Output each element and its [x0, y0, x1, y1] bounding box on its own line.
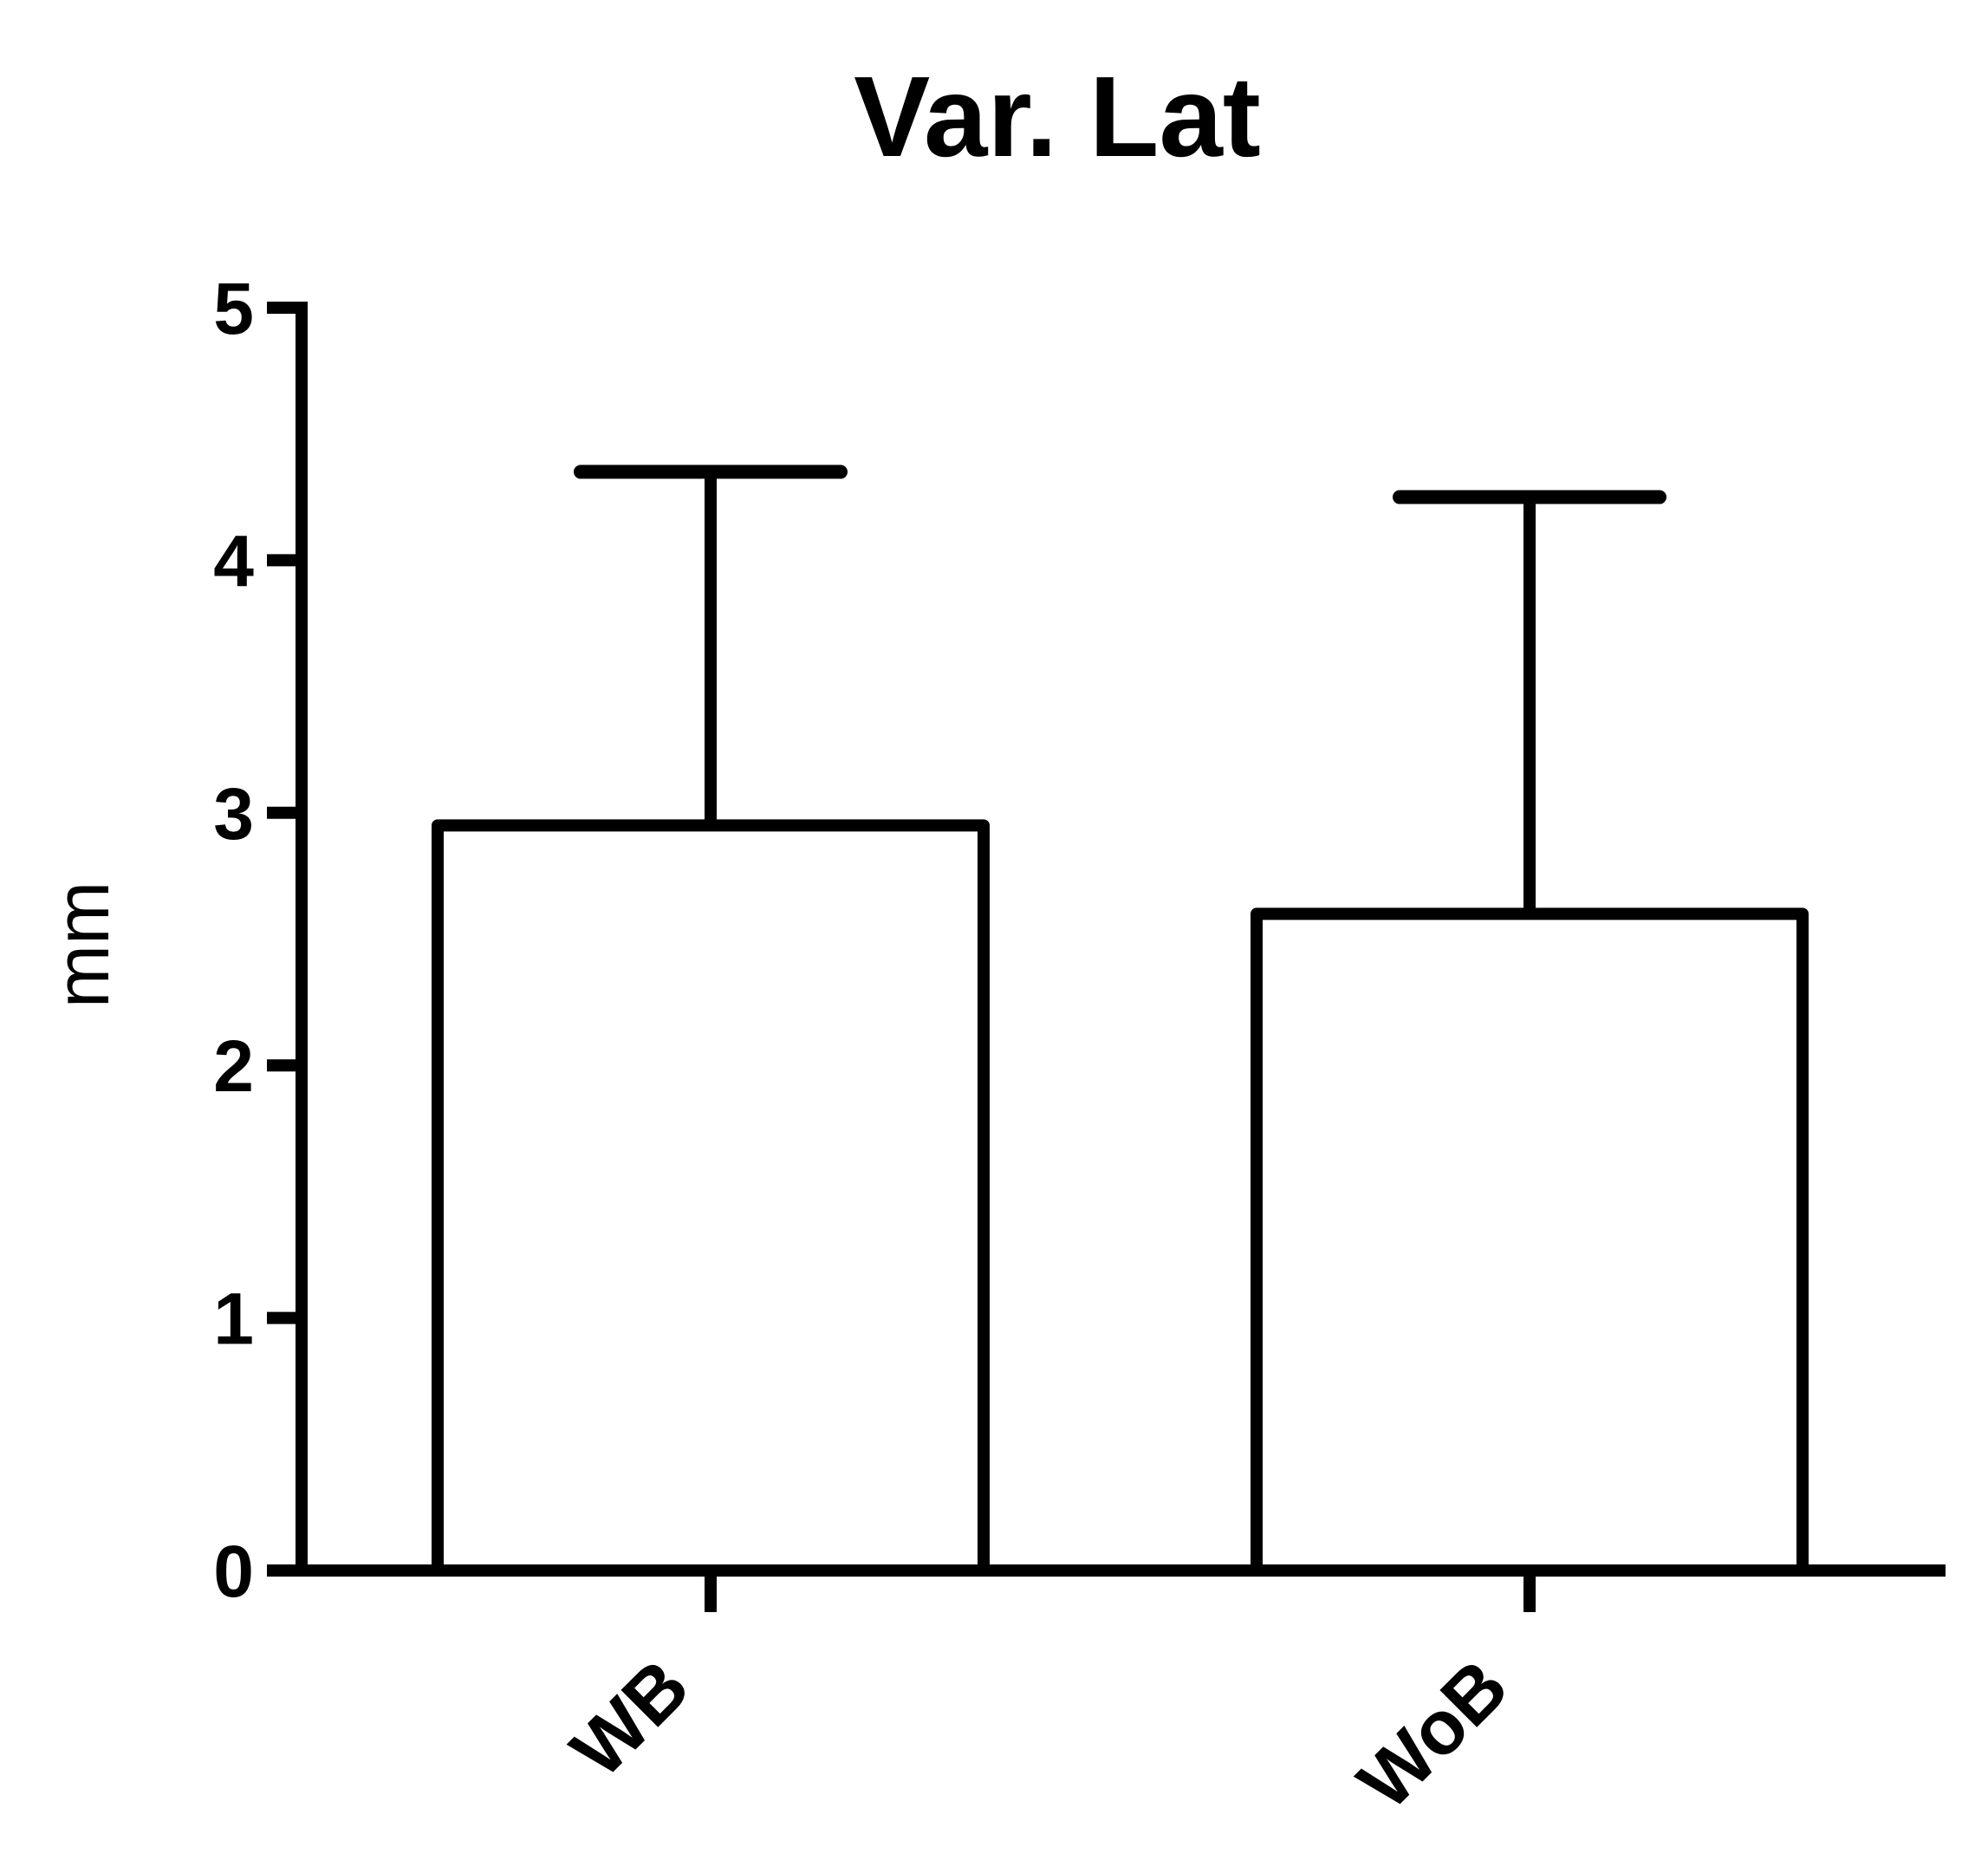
x-tick-label: WB [555, 1642, 705, 1793]
chart-title: Var. Lat [854, 53, 1261, 180]
x-tick-label: WoB [1342, 1642, 1524, 1825]
y-tick-label: 4 [213, 520, 254, 602]
y-axis-label: mm [39, 881, 125, 1009]
y-tick-label: 1 [213, 1278, 254, 1360]
y-tick-label: 3 [213, 773, 254, 855]
y-tick-label: 0 [213, 1531, 254, 1612]
chart-marks: 0 1 2 3 4 5 WB WoB [213, 268, 1946, 1825]
bar [432, 819, 990, 1577]
y-tick-label: 2 [213, 1025, 254, 1107]
y-tick-label: 5 [213, 268, 254, 349]
bar [1251, 907, 1809, 1577]
